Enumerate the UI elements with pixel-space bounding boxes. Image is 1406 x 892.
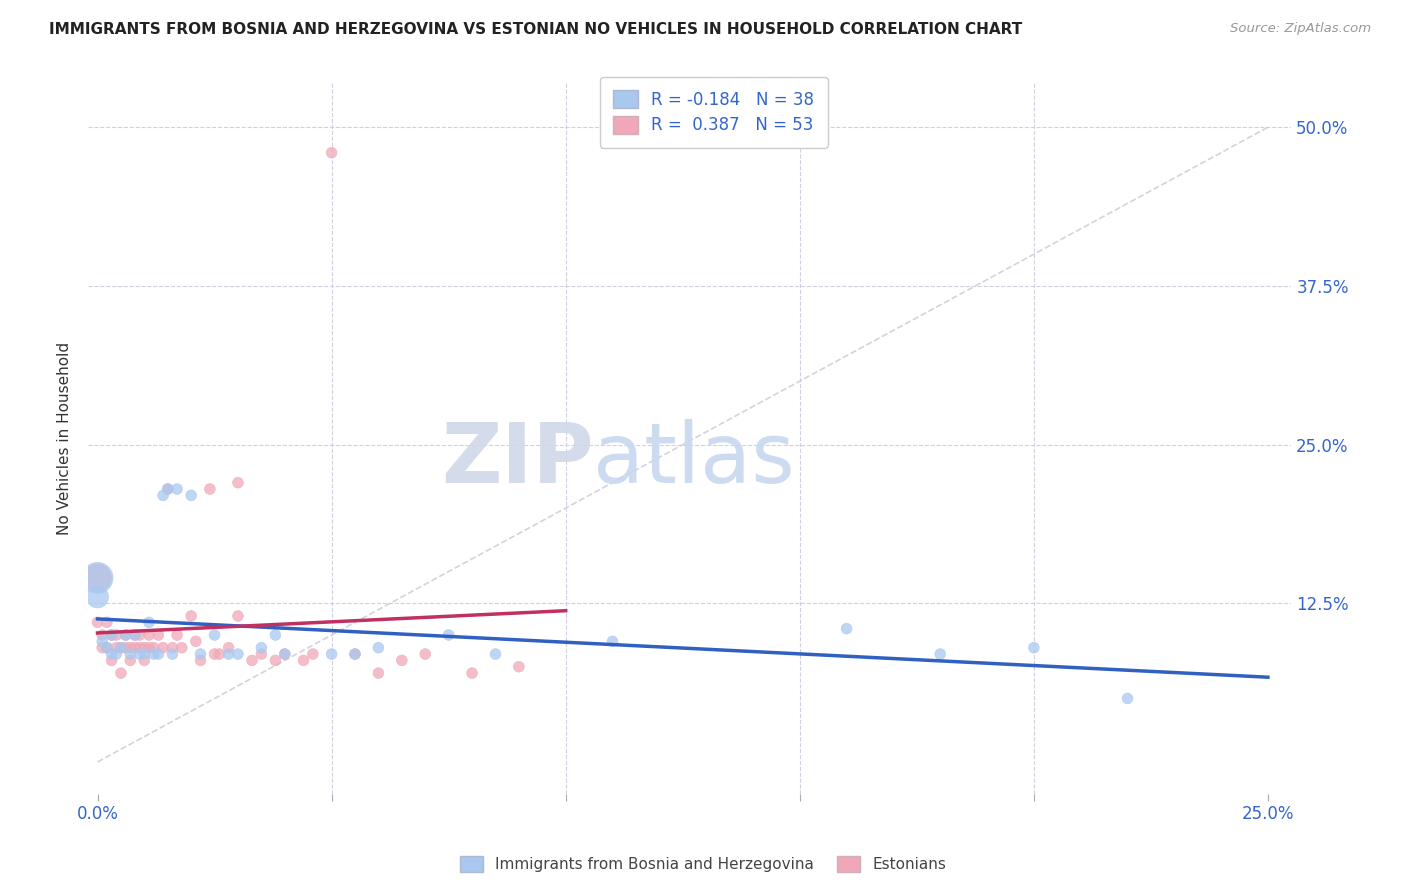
Point: [204, 628, 226, 642]
Point: [142, 640, 165, 655]
Y-axis label: No Vehicles in Household: No Vehicles in Household: [58, 342, 72, 535]
Point: [302, 647, 325, 661]
Point: [190, 647, 212, 661]
Point: [91, 634, 114, 648]
Point: [138, 615, 160, 630]
Point: [128, 628, 150, 642]
Point: [105, 628, 128, 642]
Text: Source: ZipAtlas.com: Source: ZipAtlas.com: [1230, 22, 1371, 36]
Point: [86, 615, 108, 630]
Point: [1022, 640, 1045, 655]
Point: [100, 647, 122, 661]
Point: [198, 482, 221, 496]
Point: [367, 640, 389, 655]
Point: [321, 145, 343, 160]
Point: [148, 647, 170, 661]
Point: [274, 647, 297, 661]
Point: [461, 666, 484, 681]
Point: [138, 628, 160, 642]
Point: [114, 628, 136, 642]
Point: [100, 653, 122, 667]
Point: [190, 653, 212, 667]
Point: [124, 628, 146, 642]
Point: [1116, 691, 1139, 706]
Point: [180, 609, 202, 624]
Point: [240, 653, 263, 667]
Point: [226, 475, 249, 490]
Point: [156, 482, 179, 496]
Point: [180, 488, 202, 502]
Legend: R = -0.184   N = 38, R =  0.387   N = 53: R = -0.184 N = 38, R = 0.387 N = 53: [600, 77, 828, 148]
Point: [100, 628, 122, 642]
Point: [134, 640, 156, 655]
Point: [105, 647, 128, 661]
Point: [208, 647, 231, 661]
Point: [110, 640, 132, 655]
Point: [156, 482, 179, 496]
Point: [148, 628, 170, 642]
Point: [128, 647, 150, 661]
Point: [274, 647, 297, 661]
Point: [91, 640, 114, 655]
Point: [152, 488, 174, 502]
Point: [292, 653, 315, 667]
Text: atlas: atlas: [593, 419, 796, 500]
Point: [124, 628, 146, 642]
Point: [152, 640, 174, 655]
Point: [166, 628, 188, 642]
Point: [226, 609, 249, 624]
Point: [218, 647, 240, 661]
Point: [142, 647, 165, 661]
Point: [929, 647, 952, 661]
Text: ZIP: ZIP: [441, 419, 593, 500]
Point: [835, 622, 858, 636]
Point: [91, 628, 114, 642]
Point: [105, 640, 128, 655]
Point: [120, 653, 142, 667]
Point: [100, 628, 122, 642]
Point: [204, 647, 226, 661]
Point: [162, 640, 184, 655]
Point: [134, 647, 156, 661]
Point: [184, 634, 207, 648]
Point: [264, 653, 287, 667]
Point: [343, 647, 366, 661]
Point: [96, 615, 118, 630]
Point: [96, 640, 118, 655]
Point: [96, 640, 118, 655]
Point: [86, 571, 108, 585]
Point: [114, 628, 136, 642]
Point: [391, 653, 413, 667]
Point: [170, 640, 193, 655]
Point: [134, 653, 156, 667]
Point: [120, 640, 142, 655]
Point: [343, 647, 366, 661]
Point: [128, 640, 150, 655]
Point: [437, 628, 460, 642]
Point: [166, 482, 188, 496]
Point: [321, 647, 343, 661]
Point: [218, 640, 240, 655]
Legend: Immigrants from Bosnia and Herzegovina, Estonians: Immigrants from Bosnia and Herzegovina, …: [453, 848, 953, 880]
Point: [508, 659, 530, 673]
Point: [226, 647, 249, 661]
Point: [114, 640, 136, 655]
Point: [413, 647, 436, 661]
Point: [86, 590, 108, 604]
Point: [86, 571, 108, 585]
Point: [484, 647, 506, 661]
Point: [367, 666, 389, 681]
Point: [250, 640, 273, 655]
Point: [120, 647, 142, 661]
Point: [138, 640, 160, 655]
Point: [602, 634, 624, 648]
Point: [124, 640, 146, 655]
Point: [250, 647, 273, 661]
Text: IMMIGRANTS FROM BOSNIA AND HERZEGOVINA VS ESTONIAN NO VEHICLES IN HOUSEHOLD CORR: IMMIGRANTS FROM BOSNIA AND HERZEGOVINA V…: [49, 22, 1022, 37]
Point: [264, 628, 287, 642]
Point: [110, 640, 132, 655]
Point: [162, 647, 184, 661]
Point: [110, 666, 132, 681]
